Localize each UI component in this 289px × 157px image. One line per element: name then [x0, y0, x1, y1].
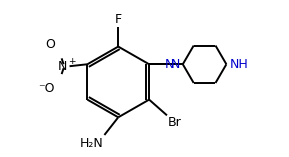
Text: N: N: [164, 58, 174, 71]
Text: H₂N: H₂N: [80, 137, 103, 150]
Text: ⁻O: ⁻O: [38, 82, 55, 95]
Text: N: N: [171, 58, 180, 71]
Text: O: O: [45, 38, 55, 51]
Text: NH: NH: [229, 58, 248, 71]
Text: F: F: [115, 13, 122, 26]
Text: +: +: [68, 57, 76, 66]
Text: Br: Br: [168, 116, 182, 129]
Text: N: N: [58, 60, 68, 73]
